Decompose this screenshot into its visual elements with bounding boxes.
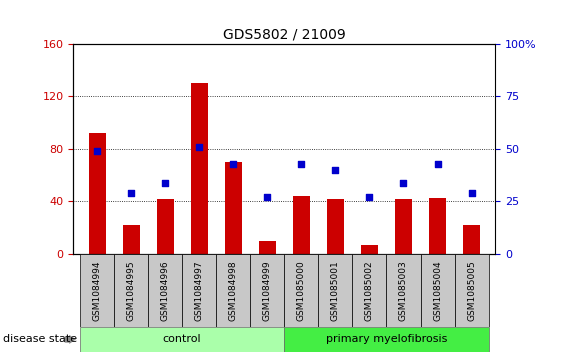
- Text: GSM1084998: GSM1084998: [229, 260, 238, 321]
- Bar: [361, 245, 378, 254]
- Text: GSM1085005: GSM1085005: [467, 260, 476, 321]
- Point: [127, 190, 136, 196]
- Text: GSM1084997: GSM1084997: [195, 260, 204, 321]
- Bar: [429, 197, 446, 254]
- Point: [467, 190, 476, 196]
- Title: GDS5802 / 21009: GDS5802 / 21009: [223, 27, 346, 41]
- Bar: [251, 254, 284, 327]
- Point: [229, 161, 238, 167]
- Text: GSM1085000: GSM1085000: [297, 260, 306, 321]
- Bar: [421, 254, 454, 327]
- Text: control: control: [163, 334, 202, 344]
- Bar: [88, 133, 105, 254]
- Point: [263, 194, 272, 200]
- Point: [331, 167, 340, 173]
- Bar: [225, 162, 242, 254]
- Bar: [284, 327, 489, 352]
- Bar: [80, 254, 114, 327]
- Bar: [318, 254, 352, 327]
- Bar: [123, 225, 140, 254]
- Bar: [259, 241, 276, 254]
- Point: [433, 161, 442, 167]
- Bar: [454, 254, 489, 327]
- Text: GSM1085001: GSM1085001: [331, 260, 340, 321]
- Point: [297, 161, 306, 167]
- Text: GSM1085002: GSM1085002: [365, 260, 374, 321]
- Bar: [386, 254, 421, 327]
- Bar: [216, 254, 251, 327]
- Bar: [114, 254, 148, 327]
- Point: [92, 148, 101, 154]
- Bar: [352, 254, 386, 327]
- Bar: [463, 225, 480, 254]
- Point: [399, 180, 408, 185]
- Bar: [284, 254, 318, 327]
- Text: primary myelofibrosis: primary myelofibrosis: [326, 334, 447, 344]
- Point: [365, 194, 374, 200]
- Text: disease state: disease state: [3, 334, 77, 344]
- Text: GSM1084996: GSM1084996: [160, 260, 169, 321]
- Text: GSM1085004: GSM1085004: [433, 260, 442, 321]
- Bar: [327, 199, 344, 254]
- Point: [195, 144, 204, 150]
- Bar: [80, 327, 284, 352]
- Text: GSM1084995: GSM1084995: [127, 260, 136, 321]
- Text: GSM1084999: GSM1084999: [263, 260, 272, 321]
- Point: [160, 180, 169, 185]
- Bar: [293, 196, 310, 254]
- Bar: [148, 254, 182, 327]
- Bar: [191, 83, 208, 254]
- Bar: [182, 254, 216, 327]
- Bar: [157, 199, 173, 254]
- Bar: [395, 199, 412, 254]
- Text: GSM1085003: GSM1085003: [399, 260, 408, 321]
- Text: GSM1084994: GSM1084994: [92, 260, 101, 321]
